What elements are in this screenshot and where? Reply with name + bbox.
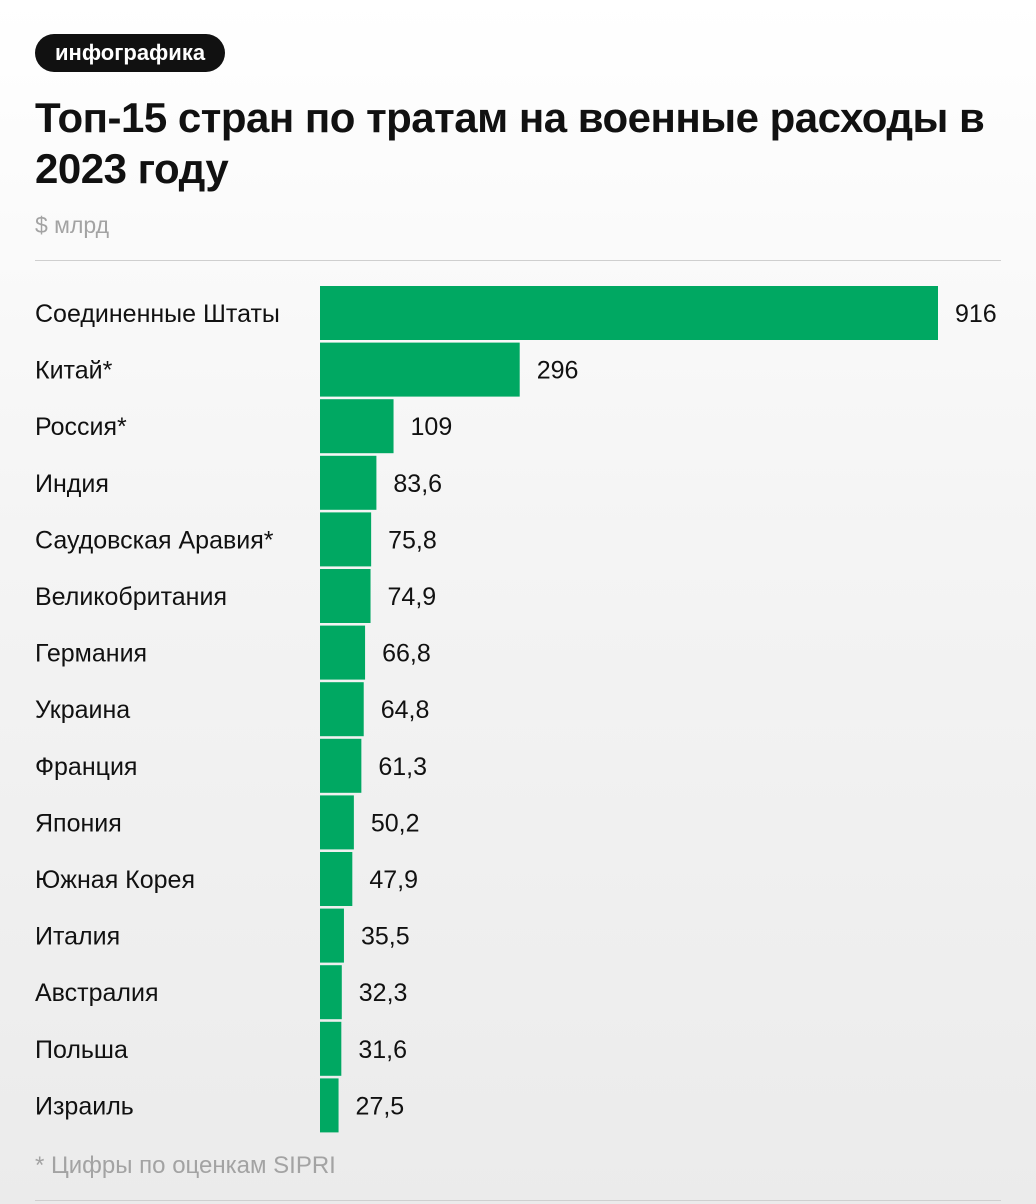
bar <box>320 455 377 510</box>
category-label: Япония <box>35 809 122 837</box>
bar <box>320 908 344 963</box>
category-badge: инфографика <box>35 34 226 72</box>
bar <box>320 795 354 850</box>
value-label: 64,8 <box>381 696 430 724</box>
unit-label: $ млрд <box>35 212 110 238</box>
category-label: Германия <box>35 640 147 668</box>
category-label: Индия <box>35 470 109 498</box>
value-label: 50,2 <box>371 809 420 837</box>
bar <box>320 965 342 1020</box>
value-label: 296 <box>537 357 579 385</box>
value-label: 31,6 <box>358 1036 407 1064</box>
category-label: Великобритания <box>35 583 227 611</box>
category-label: Южная Корея <box>35 866 195 894</box>
value-label: 35,5 <box>361 923 410 951</box>
value-label: 66,8 <box>382 640 431 668</box>
bar <box>320 1021 342 1076</box>
footnote: * Цифры по оценкам SIPRI <box>35 1152 336 1179</box>
chart-title: Топ-15 стран по тратам на военные расход… <box>35 94 985 192</box>
category-label: Франция <box>35 753 137 781</box>
value-label: 109 <box>411 413 453 441</box>
bar <box>320 399 394 454</box>
value-label: 83,6 <box>393 470 442 498</box>
category-label: Саудовская Аравия* <box>35 526 274 554</box>
category-label: Австралия <box>35 979 159 1007</box>
bottom-divider <box>35 1200 1001 1201</box>
category-label: Соединенные Штаты <box>35 300 280 328</box>
bar <box>320 512 372 567</box>
bar <box>320 1078 339 1133</box>
top-divider <box>35 260 1001 261</box>
value-label: 27,5 <box>356 1092 405 1120</box>
value-label: 47,9 <box>369 866 418 894</box>
value-label: 74,9 <box>388 583 437 611</box>
bar <box>320 625 366 680</box>
bar <box>320 738 362 793</box>
category-label: Россия* <box>35 413 127 441</box>
category-label: Израиль <box>35 1092 134 1120</box>
category-label: Италия <box>35 923 120 951</box>
category-label: Украина <box>35 696 130 724</box>
value-label: 916 <box>955 300 997 328</box>
bar <box>320 569 371 623</box>
value-label: 32,3 <box>359 979 408 1007</box>
category-label: Польша <box>35 1036 128 1064</box>
bar <box>320 286 938 340</box>
value-label: 75,8 <box>388 526 437 554</box>
value-label: 61,3 <box>378 753 427 781</box>
category-label: Китай* <box>35 357 113 385</box>
bar <box>320 342 520 397</box>
bar <box>320 682 364 737</box>
bar <box>320 852 353 906</box>
